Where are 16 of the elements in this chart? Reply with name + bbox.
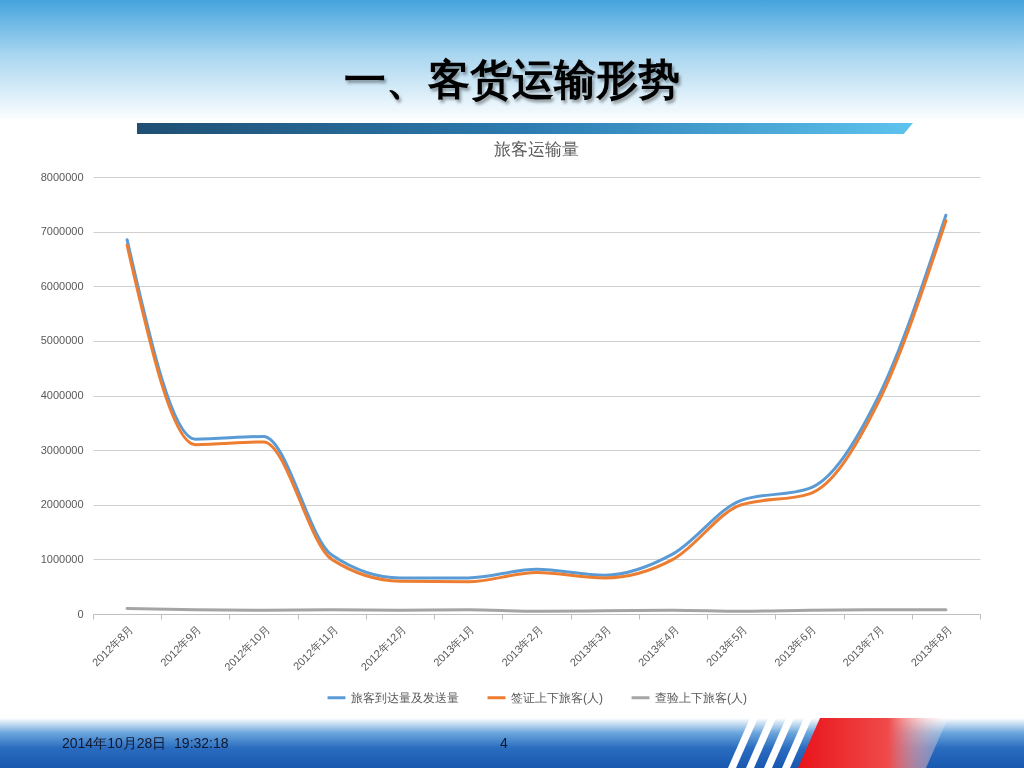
- legend-label: 签证上下旅客(人): [511, 690, 603, 705]
- chart-subtitle: 旅客运输量: [494, 140, 579, 159]
- legend-label: 查验上下旅客(人): [655, 690, 747, 705]
- text: 2014年10月28日 19:32:18: [62, 734, 229, 753]
- y-tick-label: 7000000: [40, 225, 84, 238]
- y-tick-label: 6000000: [40, 279, 84, 292]
- text: 4: [500, 734, 508, 753]
- y-tick-label: 0: [77, 607, 84, 620]
- y-tick-label: 4000000: [40, 389, 84, 401]
- y-tick-label: 8000000: [40, 170, 84, 183]
- y-tick-label: 2000000: [40, 498, 84, 511]
- chart-title: 一、客货运输形势: [343, 55, 681, 105]
- y-tick-label: 5000000: [40, 334, 84, 347]
- legend-label: 旅客到达量及发送量: [351, 690, 459, 705]
- y-tick-label: 3000000: [40, 443, 84, 456]
- y-tick-label: 1000000: [40, 552, 84, 565]
